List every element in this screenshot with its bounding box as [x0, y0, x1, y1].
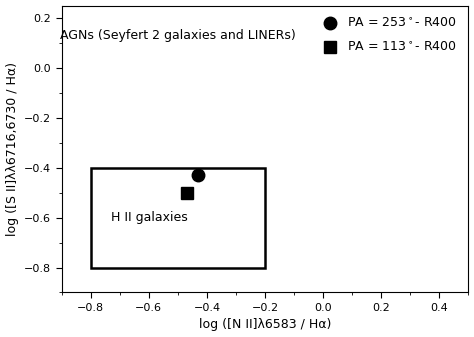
Text: AGNs (Seyfert 2 galaxies and LINERs): AGNs (Seyfert 2 galaxies and LINERs) [60, 29, 296, 42]
X-axis label: log ([N II]λ6583 / Hα): log ([N II]λ6583 / Hα) [199, 318, 331, 332]
Bar [91, 168, 265, 268]
Y-axis label: log ([S II]λλ6716,6730 / Hα): log ([S II]λλ6716,6730 / Hα) [6, 62, 18, 236]
Text: H II galaxies: H II galaxies [111, 211, 188, 224]
Legend: PA = 253$^\circ$- R400, PA = 113$^\circ$- R400: PA = 253$^\circ$- R400, PA = 113$^\circ$… [312, 12, 462, 59]
